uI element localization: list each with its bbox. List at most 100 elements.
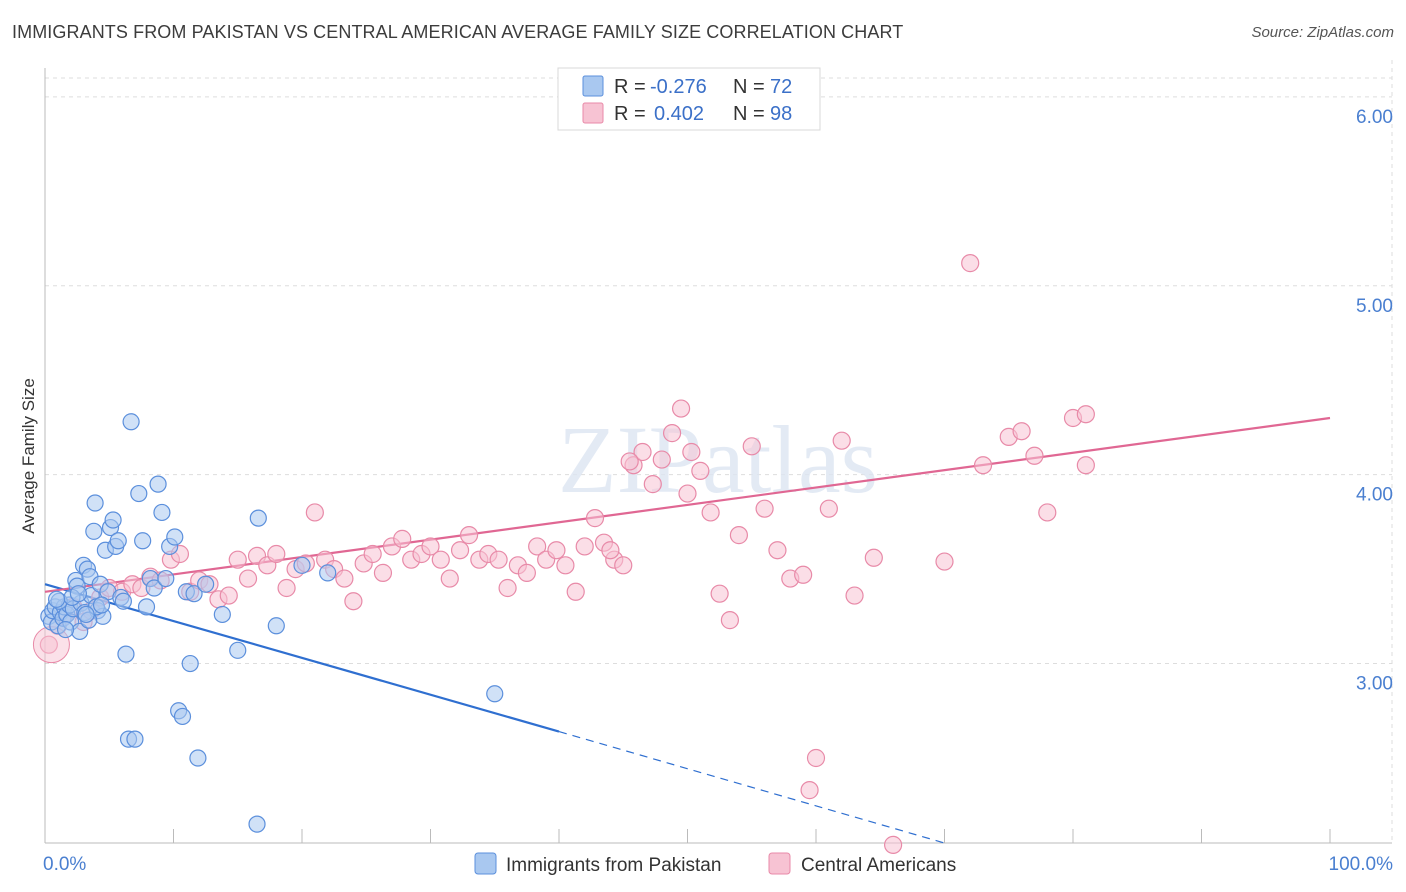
pakistan-point [104,511,122,529]
pakistan-point [149,475,167,493]
y-tick-label: 3.00 [1356,674,1393,695]
source-label: Source: ZipAtlas.com [1251,24,1394,41]
pakistan-point [85,522,103,540]
central-american-point [421,537,440,556]
y-tick-label: 6.00 [1356,107,1393,128]
legend-n-value-1: 72 [770,76,792,98]
pakistan-point [117,645,135,663]
central-american-point [277,578,296,598]
central-american-point [601,541,620,560]
pakistan-point [166,528,184,546]
pakistan-point [157,569,175,588]
top-legend: R = -0.276 N = 72 R = 0.402 N = 98 [557,67,821,131]
pakistan-point [319,564,337,582]
axes [44,68,1392,844]
central-american-point [652,450,671,469]
legend-swatch-pakistan [582,75,604,97]
central-american-point [961,254,980,273]
central-american-point [1076,456,1095,475]
central-american-point [755,499,774,518]
pakistan-point [130,484,148,503]
central-american-point [238,569,258,588]
central-american-point [528,537,547,556]
central-american-point [228,550,247,569]
central-american-point [363,544,382,564]
pakistan-point [185,585,203,603]
central-american-point [883,835,903,854]
pakistan-point [153,503,171,522]
bottom-legend-swatch-central [768,852,791,875]
central-american-point [219,586,238,605]
central-american-point [701,503,720,522]
pakistan-point [122,413,140,431]
central-american-point [742,437,761,456]
pakistan-point [69,585,88,603]
central-american-point [335,569,354,588]
bottom-legend-label-pakistan: Immigrants from Pakistan [506,855,721,876]
pakistan-point [114,592,132,610]
central-american-point [832,431,851,450]
watermark: ZIPatlas [558,406,878,513]
pakistan-point [229,641,247,659]
pakistan-point [126,730,144,748]
pakistan-point [86,494,104,512]
central-american-point [620,452,639,471]
central-american-point [720,611,740,630]
central-american-point [935,552,954,571]
central-american-point [267,544,286,564]
central-american-point [393,529,412,548]
legend-r-value-2: 0.402 [654,103,704,125]
central-american-point [794,565,813,584]
pakistan-point [92,596,111,614]
pakistan-point [189,749,207,767]
bottom-legend: Immigrants from Pakistan Central America… [474,852,956,876]
bottom-legend-swatch-pakistan [474,852,497,875]
central-american-point [710,584,729,603]
pakistan-point [213,605,231,624]
x-tick-labels: 0.0% 100.0% [43,854,1393,875]
central-american-point [498,578,517,598]
central-american-point [864,548,883,567]
pakistan-point [486,685,504,703]
legend-n-label-2: N = [733,103,765,125]
bottom-legend-label-central: Central Americans [801,855,956,876]
central-american-points [32,254,1095,854]
legend-swatch-central [582,102,604,124]
central-american-point [845,586,864,605]
pakistan-point [267,617,285,635]
central-american-point [633,442,652,462]
legend-n-label-1: N = [733,76,765,98]
legend-r-value-1: -0.276 [650,76,707,98]
pakistan-trend-line [44,583,560,733]
pakistan-point [197,575,215,593]
y-axis-label: Average Family Size [19,378,38,534]
pakistan-point [137,598,156,616]
central-american-point [800,781,819,800]
central-american-point [643,475,662,494]
central-american-point [729,526,749,545]
y-tick-label: 5.00 [1356,296,1393,317]
central-american-point [489,550,508,569]
pakistan-point [173,707,192,726]
central-american-point [1025,446,1044,465]
pakistan-point [47,590,66,608]
central-american-point [585,509,605,528]
central-american-point [671,399,691,418]
legend-r-label-1: R = [614,76,646,98]
pakistan-point [56,620,75,639]
legend-r-label-2: R = [614,103,646,125]
central-american-point [344,592,363,611]
pakistan-points [40,413,504,833]
pakistan-trend-extension [558,730,945,844]
x-tick-label: 100.0% [1329,854,1394,875]
central-american-point [547,541,566,560]
central-american-point [973,456,993,475]
pakistan-point [249,509,267,527]
central-american-point [768,541,787,560]
pakistan-point [134,532,152,550]
central-american-point [678,484,697,503]
chart-title: IMMIGRANTS FROM PAKISTAN VS CENTRAL AMER… [12,22,904,42]
grid-lines [45,60,1393,843]
y-tick-labels: 3.00 4.00 5.00 6.00 [1356,107,1393,695]
